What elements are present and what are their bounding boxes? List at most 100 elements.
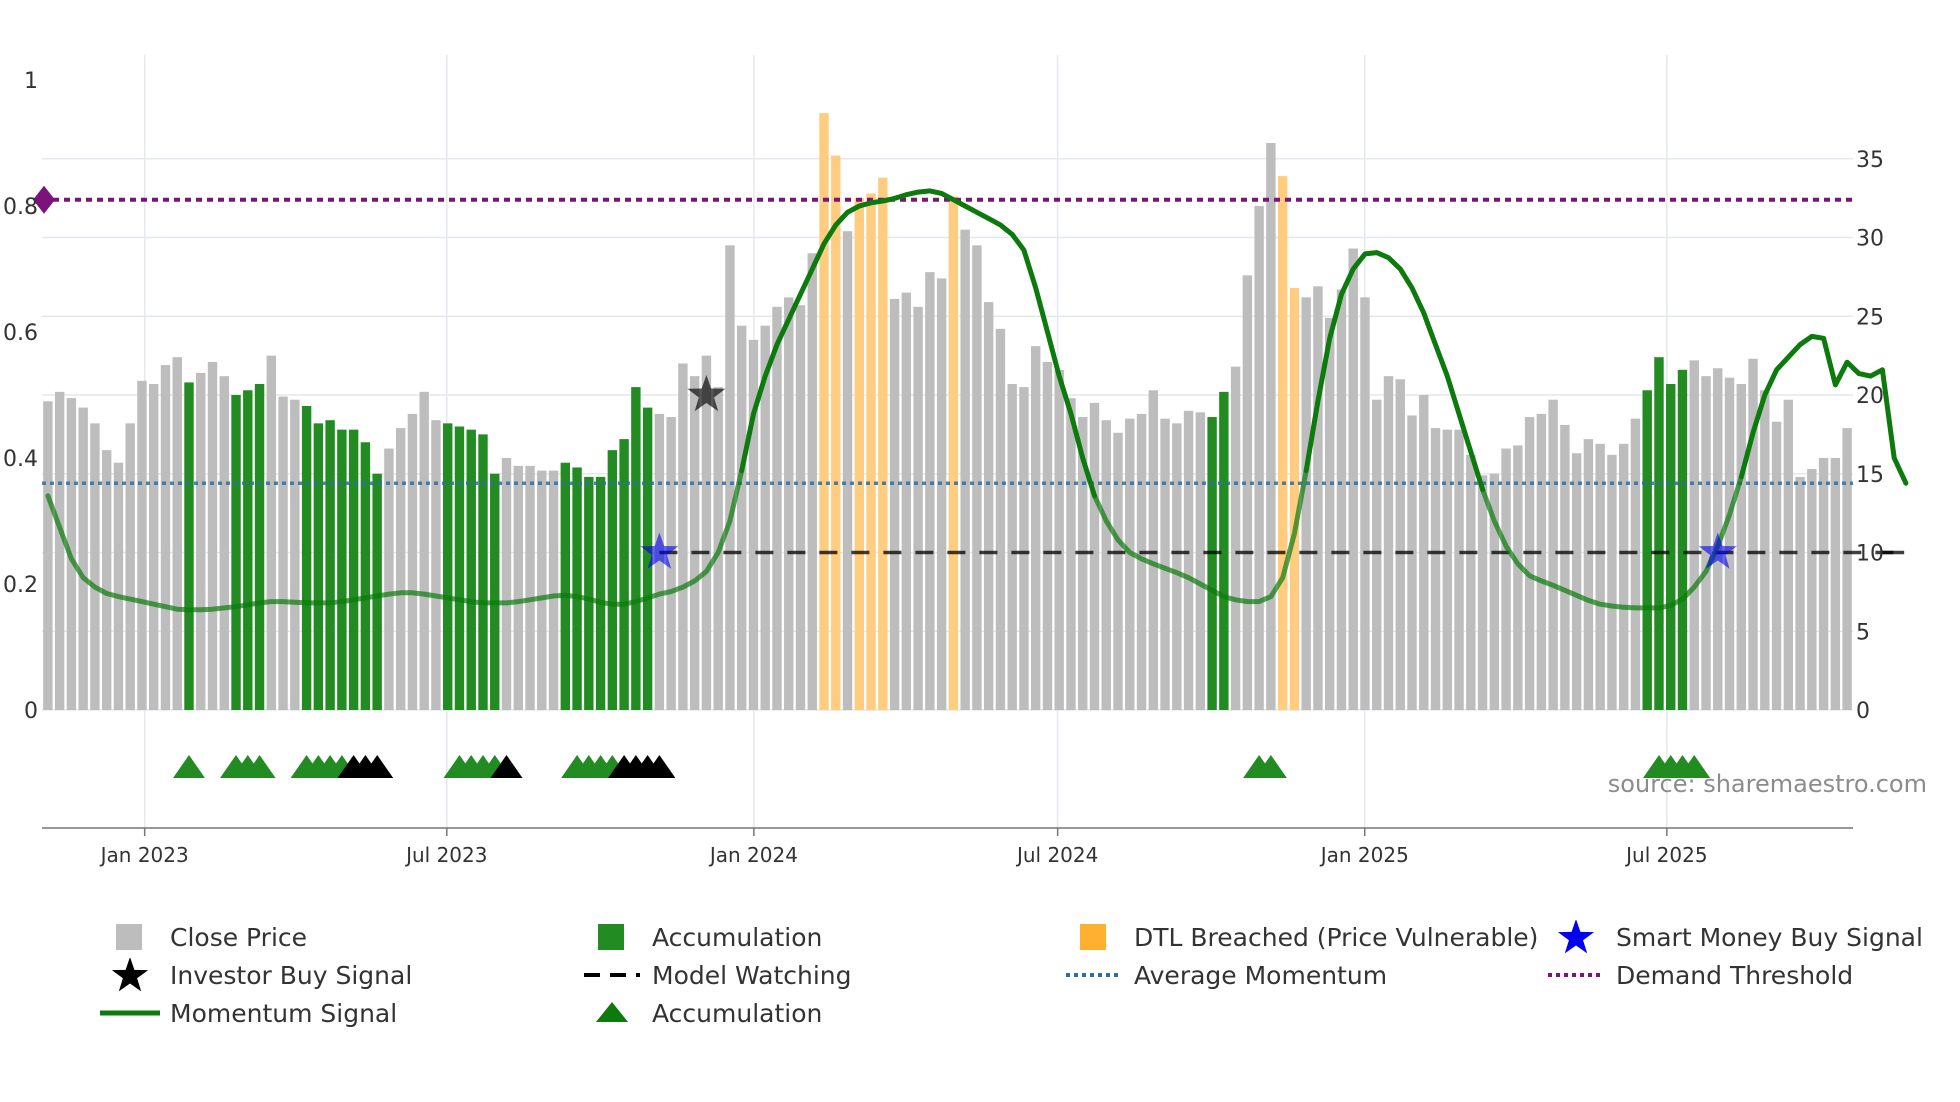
- close-price-bar: [901, 292, 912, 710]
- close-price-bar: [1795, 476, 1805, 710]
- close-price-bar: [1419, 395, 1429, 710]
- close-price-bar: [1760, 390, 1770, 710]
- dtl-breached-bar: [878, 177, 888, 710]
- momentum-line-segment: [45, 468, 745, 613]
- close-price-bar: [196, 372, 206, 710]
- close-price-bar: [1748, 358, 1758, 710]
- close-price-bar: [1736, 383, 1746, 710]
- close-price-bar: [925, 272, 935, 710]
- close-price-bar: [431, 420, 441, 710]
- close-price-bar: [1266, 143, 1276, 710]
- close-price-bar: [1230, 366, 1241, 710]
- legend-label: Accumulation: [652, 998, 823, 1028]
- momentum-line-segment: [1092, 468, 1309, 605]
- legend-item: Momentum Signal: [100, 996, 397, 1030]
- right-axis-tick-label: 20: [1856, 384, 1884, 409]
- close-price-bar: [748, 339, 759, 710]
- close-price-bar: [101, 450, 112, 710]
- close-price-bar: [983, 302, 994, 710]
- legend-item: Accumulation: [582, 920, 822, 954]
- close-price-bar: [513, 465, 523, 710]
- legend-symbol: [598, 924, 624, 950]
- close-price-bar: [537, 470, 547, 710]
- accumulation-triangle-dark: [490, 755, 523, 778]
- right-axis-tick-label: 10: [1856, 542, 1884, 567]
- legend-item: Model Watching: [582, 958, 852, 992]
- close-price-bar: [1360, 297, 1370, 710]
- legend-label: Demand Threshold: [1616, 960, 1854, 990]
- close-price-bar: [1524, 417, 1535, 710]
- accumulation-bar: [619, 439, 629, 710]
- x-axis-tick-label: Jan 2024: [708, 843, 798, 867]
- close-price-bar: [842, 231, 853, 710]
- accumulation-bar: [595, 476, 606, 710]
- accumulation-bar: [572, 467, 582, 710]
- close-price-bar: [149, 383, 159, 710]
- close-price-bar: [1771, 421, 1782, 710]
- close-price-bar: [784, 297, 794, 710]
- x-axis-tick-label: Jan 2023: [99, 843, 189, 867]
- legend-item: DTL Breached (Price Vulnerable): [1064, 920, 1538, 954]
- accumulation-bar: [1677, 369, 1688, 710]
- legend-square-icon: [598, 924, 624, 950]
- close-price-bar: [1042, 361, 1053, 710]
- legend-star-icon: [1557, 920, 1595, 954]
- close-price-bar: [795, 305, 806, 710]
- accumulation-bar: [642, 407, 653, 710]
- close-price-bar: [160, 365, 171, 710]
- close-price-bar: [1348, 248, 1358, 710]
- legend-symbol: [111, 958, 149, 992]
- close-price-bar: [395, 428, 406, 710]
- dtl-breached-bar: [854, 198, 865, 710]
- close-price-bar: [90, 423, 100, 710]
- dtl-breached-bar: [1289, 287, 1300, 710]
- accumulation-bar: [1654, 357, 1664, 710]
- close-price-bar: [1183, 410, 1194, 710]
- accumulation-bar: [348, 429, 359, 710]
- right-axis-tick-label: 35: [1856, 148, 1884, 173]
- accumulation-bar: [243, 390, 253, 710]
- left-axis-tick-label: 0.4: [3, 447, 38, 472]
- legend-label: Close Price: [170, 922, 308, 952]
- close-price-bar: [972, 245, 982, 710]
- momentum-line-segment: [1738, 333, 1909, 486]
- close-price-bar: [43, 401, 53, 710]
- legend-star-icon: [111, 958, 149, 992]
- close-price-bar: [760, 325, 770, 710]
- dtl-breached-bar: [819, 113, 829, 710]
- close-price-bar: [1242, 275, 1253, 710]
- close-price-bar: [654, 413, 665, 710]
- close-price-bar: [1066, 398, 1076, 710]
- legend-label: Average Momentum: [1134, 960, 1388, 990]
- close-price-bar: [1454, 429, 1464, 710]
- close-price-bar: [1372, 399, 1382, 710]
- close-price-bar: [219, 376, 229, 710]
- accumulation-bar: [372, 473, 382, 710]
- close-price-bar: [384, 448, 394, 710]
- legend-label: DTL Breached (Price Vulnerable): [1134, 922, 1539, 952]
- accumulation-triangle: [1678, 755, 1711, 778]
- x-axis-tick-label: Jul 2025: [1624, 843, 1707, 867]
- close-price-bar: [1430, 428, 1441, 710]
- accumulation-bar: [184, 382, 194, 710]
- close-price-bar: [207, 361, 218, 710]
- left-axis-tick-label: 0.6: [3, 321, 38, 346]
- close-price-bar: [913, 306, 923, 710]
- close-price-bar: [889, 298, 900, 710]
- close-price-bar: [1701, 376, 1711, 710]
- close-price-bar: [1301, 297, 1311, 710]
- close-price-bar: [678, 363, 688, 710]
- accumulation-bar: [1666, 383, 1676, 710]
- close-price-bar: [419, 391, 429, 710]
- close-price-bar: [772, 306, 782, 710]
- close-price-bar: [1172, 423, 1182, 710]
- close-price-bar: [689, 376, 700, 710]
- left-axis-tick-label: 1: [24, 69, 38, 94]
- close-price-bar: [1383, 376, 1394, 710]
- dtl-breached-bar: [866, 193, 876, 710]
- close-price-bar: [1254, 206, 1264, 710]
- right-axis-tick-label: 0: [1856, 699, 1870, 724]
- close-price-bar: [1501, 448, 1511, 710]
- close-price-bar: [1807, 469, 1817, 710]
- accumulation-triangle: [243, 755, 276, 778]
